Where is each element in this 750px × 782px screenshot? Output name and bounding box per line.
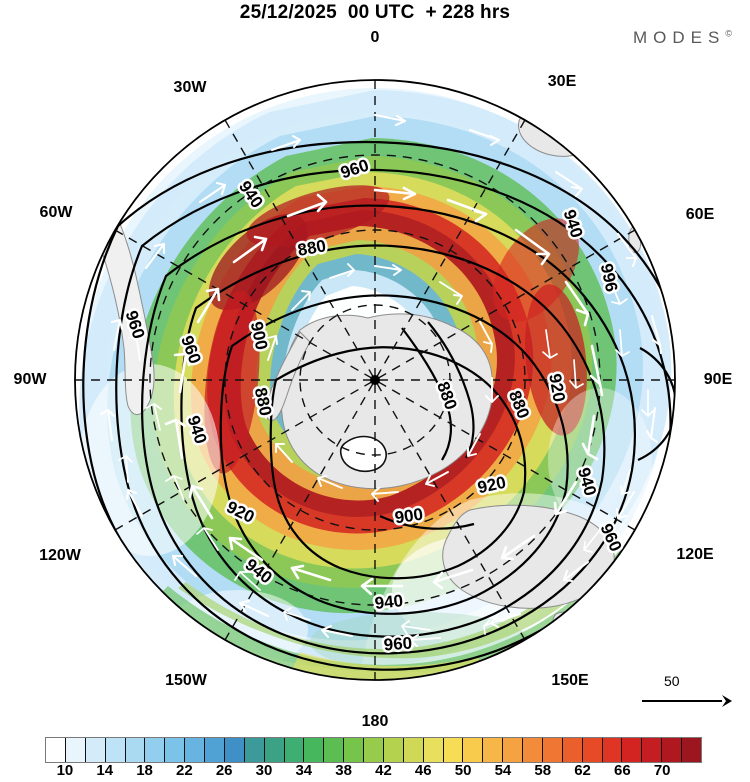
colorbar-cell <box>403 738 424 762</box>
brand-text: MODES <box>633 28 726 47</box>
colorbar-tick: 46 <box>414 762 432 779</box>
map-field <box>75 80 675 680</box>
colorbar-tick: 58 <box>534 762 552 779</box>
longitude-label-60w: 60W <box>39 204 73 221</box>
colorbar-tick: 54 <box>494 762 512 779</box>
contour-label: 900 <box>393 505 424 528</box>
colorbar-tick-labels: 10 14 18 22 26 30 34 38 42 46 50 54 58 62 66 70 <box>0 762 750 782</box>
colorbar-cell <box>46 738 66 762</box>
colorbar-cell <box>682 738 701 762</box>
colorbar-cell <box>463 738 484 762</box>
colorbar <box>45 737 702 763</box>
vector-scale: 50 <box>640 673 732 713</box>
colorbar-cell <box>443 738 464 762</box>
longitude-label-150e: 150E <box>551 672 589 689</box>
polar-map-svg: 9609609409408808809409409969969609609609… <box>74 79 676 681</box>
longitude-label-180: 180 <box>361 713 389 730</box>
contour-label-halo: 960 <box>383 634 413 655</box>
longitude-label-60e: 60E <box>685 206 715 223</box>
colorbar-cell <box>284 738 305 762</box>
coastlines <box>101 112 655 633</box>
colorbar-tick: 50 <box>454 762 472 779</box>
colorbar-cell <box>562 738 583 762</box>
colorbar-tick: 34 <box>295 762 313 779</box>
colorbar-cell <box>224 738 245 762</box>
colorbar-tick: 10 <box>56 762 74 779</box>
longitude-label-90e: 90E <box>703 371 733 388</box>
longitude-label-120w: 120W <box>39 547 81 564</box>
longitude-label-0: 0 <box>370 29 380 46</box>
longitude-label-30e: 30E <box>547 73 577 90</box>
colorbar-tick: 38 <box>335 762 352 779</box>
colorbar-cell <box>622 738 643 762</box>
contour-label: 920 <box>545 372 569 403</box>
colorbar-tick: 70 <box>653 762 671 779</box>
colorbar-tick: 26 <box>215 762 233 779</box>
colorbar-cell <box>304 738 325 762</box>
colorbar-cell <box>344 738 364 762</box>
contour-label: 880 <box>296 236 327 260</box>
colorbar-cell <box>483 738 504 762</box>
colorbar-cell <box>503 738 523 762</box>
colorbar-tick: 22 <box>176 762 193 779</box>
colorbar-cell <box>324 738 345 762</box>
colorbar-tick: 62 <box>574 762 591 779</box>
wind-vectors <box>99 113 663 648</box>
copyright-mark: © <box>725 28 732 39</box>
longitude-label-150w: 150W <box>165 672 207 689</box>
colorbar-cell <box>364 738 384 762</box>
polar-map: 960 960 940 940 880 880 940 940 996 996 960 960 960 9… <box>0 30 750 690</box>
colorbar-cell <box>642 738 663 762</box>
colorbar-cell <box>423 738 444 762</box>
vector-scale-value: 50 <box>664 673 680 689</box>
colorbar-cell <box>244 738 265 762</box>
colorbar-cell <box>542 738 563 762</box>
colorbar-tick: 42 <box>375 762 392 779</box>
colorbar-cell <box>602 738 623 762</box>
colorbar-cell <box>523 738 543 762</box>
colorbar-cell <box>125 738 146 762</box>
south-pole-marker <box>370 375 380 385</box>
page-title: 25/12/2025 00 UTC + 228 hrs <box>239 2 511 23</box>
longitude-label-120e: 120E <box>676 546 714 563</box>
modes-logo: MODES© <box>633 28 732 48</box>
colorbar-cell <box>383 738 404 762</box>
colorbar-cell <box>145 738 166 762</box>
colorbar-tick: 66 <box>614 762 631 779</box>
contour-label: 940 <box>374 591 404 613</box>
contour-label: 960 <box>383 634 413 655</box>
colorbar-cell <box>662 738 682 762</box>
colorbar-cell <box>85 738 106 762</box>
colorbar-tick: 14 <box>96 762 114 779</box>
colorbar-tick: 18 <box>136 762 153 779</box>
colorbar-tick: 30 <box>255 762 273 779</box>
colorbar-cell <box>65 738 86 762</box>
colorbar-cell <box>582 738 603 762</box>
colorbar-cell <box>205 738 225 762</box>
colorbar-cell <box>165 738 186 762</box>
colorbar-cell <box>264 738 285 762</box>
longitude-label-90w: 90W <box>13 371 47 388</box>
colorbar-cell <box>105 738 126 762</box>
longitude-label-30w: 30W <box>173 79 207 96</box>
colorbar-cell <box>185 738 205 762</box>
globe-outline <box>74 79 676 681</box>
arrow-right-icon <box>642 695 732 707</box>
